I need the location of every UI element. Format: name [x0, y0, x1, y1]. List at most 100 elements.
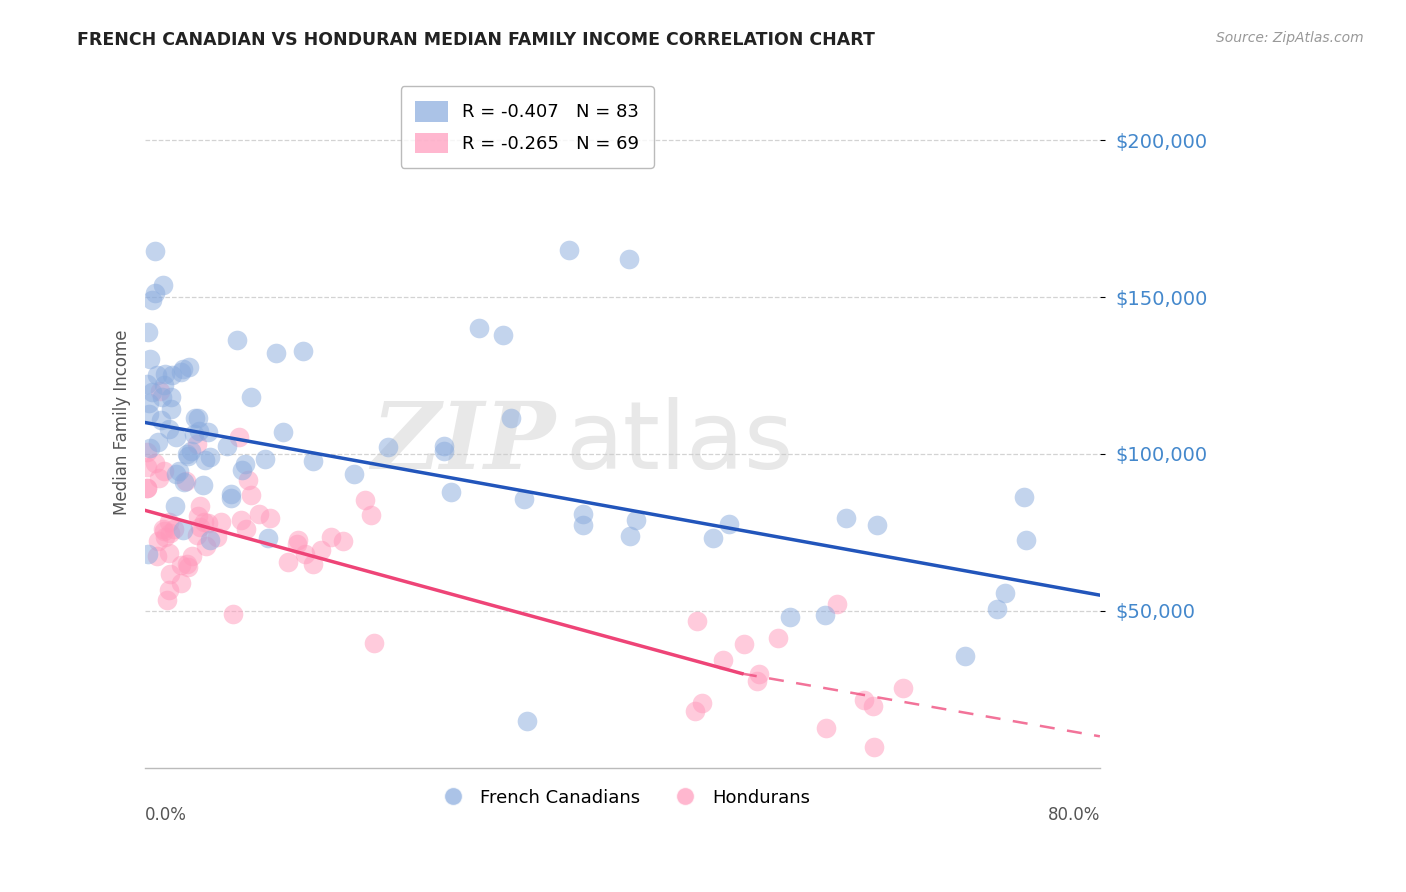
Point — [157, 422, 180, 436]
Point — [209, 515, 232, 529]
Text: Source: ZipAtlas.com: Source: ZipAtlas.com — [1216, 31, 1364, 45]
Point — [292, 344, 315, 359]
Point — [354, 492, 377, 507]
Text: FRENCH CANADIAN VS HONDURAN MEDIAN FAMILY INCOME CORRELATION CHART: FRENCH CANADIAN VS HONDURAN MEDIAN FAMIL… — [77, 31, 875, 49]
Point — [148, 470, 170, 484]
Point — [205, 530, 228, 544]
Point — [229, 513, 252, 527]
Point — [176, 560, 198, 574]
Point — [139, 441, 162, 455]
Point — [827, 597, 849, 611]
Point — [153, 531, 176, 545]
Point — [152, 524, 174, 538]
Point — [309, 542, 332, 557]
Point — [191, 477, 214, 491]
Point — [139, 352, 162, 367]
Point — [136, 376, 159, 391]
Point — [440, 484, 463, 499]
Point — [247, 507, 270, 521]
Point — [363, 636, 385, 650]
Point — [624, 513, 647, 527]
Point — [136, 547, 159, 561]
Point — [152, 522, 174, 536]
Text: 0.0%: 0.0% — [145, 805, 187, 823]
Point — [172, 524, 194, 538]
Point — [146, 368, 169, 382]
Point — [138, 407, 160, 421]
Point — [468, 321, 491, 335]
Point — [169, 558, 191, 572]
Point — [177, 449, 200, 463]
Point — [163, 522, 186, 536]
Point — [332, 533, 354, 548]
Point — [159, 526, 181, 541]
Point — [157, 582, 180, 597]
Point — [160, 390, 183, 404]
Point — [148, 533, 170, 548]
Point — [183, 426, 205, 441]
Point — [994, 586, 1017, 600]
Point — [702, 531, 724, 545]
Point — [233, 458, 256, 472]
Point — [516, 714, 538, 728]
Point — [1012, 490, 1035, 504]
Point — [558, 243, 581, 257]
Point — [235, 523, 257, 537]
Point — [513, 491, 536, 506]
Point — [240, 390, 263, 404]
Point — [683, 704, 706, 718]
Point — [814, 721, 837, 735]
Point — [165, 429, 187, 443]
Point — [180, 443, 202, 458]
Point — [135, 481, 157, 495]
Point — [779, 610, 801, 624]
Point — [153, 368, 176, 382]
Point — [271, 425, 294, 440]
Point — [953, 648, 976, 663]
Point — [690, 696, 713, 710]
Point — [863, 739, 886, 754]
Point — [146, 435, 169, 450]
Point — [253, 451, 276, 466]
Point — [152, 464, 174, 478]
Point — [215, 439, 238, 453]
Point — [167, 464, 190, 478]
Point — [433, 443, 456, 458]
Point — [236, 473, 259, 487]
Point — [197, 425, 219, 439]
Point — [685, 614, 707, 628]
Point — [170, 365, 193, 379]
Point — [617, 252, 640, 267]
Point — [891, 681, 914, 695]
Point — [222, 607, 245, 621]
Point — [492, 327, 515, 342]
Point — [257, 531, 280, 545]
Y-axis label: Median Family Income: Median Family Income — [114, 330, 131, 516]
Text: 80.0%: 80.0% — [1047, 805, 1099, 823]
Point — [136, 325, 159, 339]
Point — [149, 413, 172, 427]
Point — [302, 454, 325, 468]
Point — [138, 396, 160, 410]
Point — [814, 607, 837, 622]
Point — [319, 530, 342, 544]
Point — [733, 637, 755, 651]
Point — [219, 486, 242, 500]
Point — [194, 539, 217, 553]
Point — [986, 602, 1008, 616]
Point — [835, 511, 858, 525]
Point — [165, 467, 187, 481]
Point — [718, 517, 741, 532]
Point — [198, 450, 221, 464]
Point — [277, 555, 299, 569]
Point — [174, 474, 197, 488]
Point — [287, 533, 309, 547]
Point — [862, 698, 884, 713]
Point — [768, 631, 790, 645]
Point — [173, 475, 195, 489]
Point — [183, 411, 205, 425]
Point — [135, 459, 157, 474]
Point — [150, 390, 173, 404]
Point — [172, 362, 194, 376]
Point — [501, 411, 523, 425]
